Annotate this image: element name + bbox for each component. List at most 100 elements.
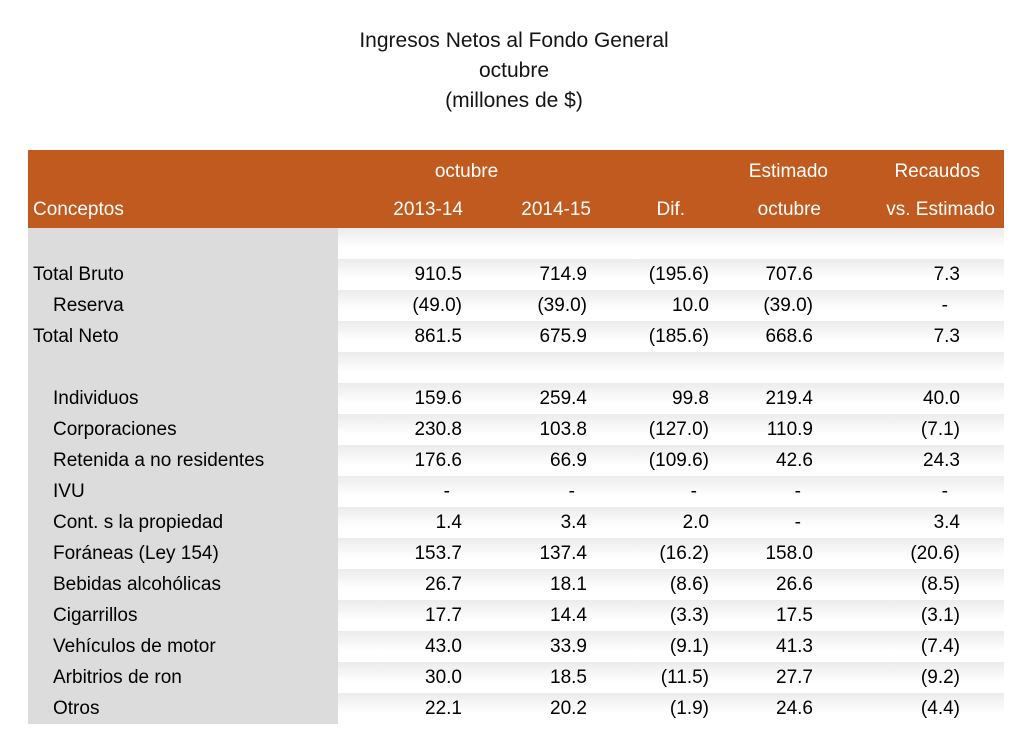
value-cell: 110.9 (766, 418, 813, 440)
value-cell: (20.6) (910, 542, 960, 564)
value-cell: 66.9 (550, 449, 587, 471)
value-cell: 10.0 (672, 294, 709, 316)
table-row: Cont. s la propiedad 1.4 3.4 2.0 - 3.4 (28, 507, 1004, 538)
value-cell: 714.9 (539, 263, 587, 285)
value-cell: 707.6 (765, 263, 813, 285)
value-cell: 43.0 (425, 635, 462, 657)
table-row: Individuos 159.6 259.4 99.8 219.4 40.0 (28, 383, 1004, 414)
group-header-recaudos: Recaudos (894, 161, 980, 182)
row-label: Retenida a no residentes (28, 445, 338, 476)
value-cell: 3.4 (933, 511, 960, 533)
spacer-row (28, 352, 1004, 383)
row-label: Otros (28, 693, 338, 724)
value-cell: (4.4) (920, 697, 960, 719)
table-row: Total Bruto 910.5 714.9 (195.6) 707.6 7.3 (28, 259, 1004, 290)
value-cell: 1.4 (435, 511, 462, 533)
group-header-empty-dif (595, 150, 713, 190)
value-cell (713, 228, 833, 259)
table-row: Retenida a no residentes 176.6 66.9 (109.6)… (28, 445, 1004, 476)
value-cell (595, 228, 713, 259)
value-cell (833, 352, 1004, 383)
value-cell: 24.3 (923, 449, 960, 471)
value-cell: (39.0) (537, 294, 587, 316)
row-label: Arbitrios de ron (28, 662, 338, 693)
title-line-2: octubre (478, 59, 550, 82)
value-cell (595, 352, 713, 383)
group-header-row: octubre Estimado Recaudos (28, 150, 1004, 190)
value-cell: 219.4 (765, 387, 813, 409)
column-header-dif: Dif. (656, 199, 686, 220)
value-cell: 3.4 (560, 511, 587, 533)
value-cell: 41.3 (776, 635, 813, 657)
value-cell: 153.7 (414, 542, 462, 564)
value-cell: (195.6) (648, 263, 709, 285)
column-header-row: Conceptos 2013-14 2014-15 Dif. octubre v… (28, 190, 1004, 228)
column-header-2013-14: 2013-14 (393, 199, 463, 220)
value-cell: 42.6 (776, 449, 813, 471)
value-cell: 22.1 (425, 697, 462, 719)
value-cell: - (443, 480, 450, 502)
table-row: IVU - - - - - (28, 476, 1004, 507)
table-row: Reserva (49.0) (39.0) 10.0 (39.0) - (28, 290, 1004, 321)
column-header-conceptos: Conceptos (33, 199, 124, 220)
value-cell: 668.6 (765, 325, 813, 347)
table-row: Bebidas alcohólicas 26.7 18.1 (8.6) 26.6 (8.5… (28, 569, 1004, 600)
value-cell: 910.5 (414, 263, 462, 285)
table-row: Corporaciones 230.8 103.8 (127.0) 110.9 (7.1) (28, 414, 1004, 445)
value-cell: - (941, 480, 948, 502)
value-cell: (16.2) (659, 542, 709, 564)
value-cell: (3.1) (920, 604, 960, 626)
value-cell: - (941, 294, 948, 316)
value-cell: - (568, 480, 575, 502)
value-cell: 137.4 (539, 542, 587, 564)
table-row: Foráneas (Ley 154) 153.7 137.4 (16.2) 158.0 (… (28, 538, 1004, 569)
row-label: Foráneas (Ley 154) (28, 538, 338, 569)
row-label: Vehículos de motor (28, 631, 338, 662)
table-header: octubre Estimado Recaudos Conceptos 2013… (28, 150, 1004, 228)
row-label: Cigarrillos (28, 600, 338, 631)
value-cell: 675.9 (539, 325, 587, 347)
value-cell: (7.4) (920, 635, 960, 657)
value-cell (468, 228, 595, 259)
value-cell: 7.3 (933, 263, 960, 285)
table-row: Otros 22.1 20.2 (1.9) 24.6 (4.4) (28, 693, 1004, 724)
value-cell: 2.0 (682, 511, 709, 533)
value-cell: (39.0) (763, 294, 813, 316)
value-cell: - (690, 480, 697, 502)
value-cell: 158.0 (765, 542, 813, 564)
value-cell: 18.5 (550, 666, 587, 688)
title-line-3: (millones de $) (445, 89, 583, 112)
row-label: IVU (28, 476, 338, 507)
row-label: Cont. s la propiedad (28, 507, 338, 538)
value-cell: 24.6 (776, 697, 813, 719)
value-cell: 103.8 (539, 418, 587, 440)
row-label: Corporaciones (28, 414, 338, 445)
value-cell: - (794, 480, 801, 502)
value-cell: (185.6) (648, 325, 709, 347)
row-label: Total Neto (28, 321, 338, 352)
value-cell (338, 228, 468, 259)
value-cell: (127.0) (648, 418, 709, 440)
value-cell: 26.7 (425, 573, 462, 595)
value-cell (833, 228, 1004, 259)
column-header-2014-15: 2014-15 (521, 199, 591, 220)
group-header-empty (28, 150, 338, 190)
group-header-estimado: Estimado (748, 161, 828, 182)
value-cell: (11.5) (660, 666, 709, 688)
value-cell: 230.8 (414, 418, 462, 440)
value-cell: (8.5) (920, 573, 960, 595)
value-cell: 17.7 (425, 604, 462, 626)
value-cell: (8.6) (669, 573, 709, 595)
column-header-vs-estimado: vs. Estimado (886, 199, 995, 220)
value-cell: (3.3) (669, 604, 709, 626)
value-cell: (49.0) (412, 294, 462, 316)
row-label (28, 352, 338, 383)
value-cell: 7.3 (933, 325, 960, 347)
value-cell: 18.1 (550, 573, 587, 595)
row-label: Bebidas alcohólicas (28, 569, 338, 600)
group-header-octubre: octubre (434, 161, 499, 182)
value-cell: 30.0 (425, 666, 462, 688)
value-cell: (1.9) (669, 697, 709, 719)
value-cell: 14.4 (550, 604, 587, 626)
spacer-row (28, 228, 1004, 259)
